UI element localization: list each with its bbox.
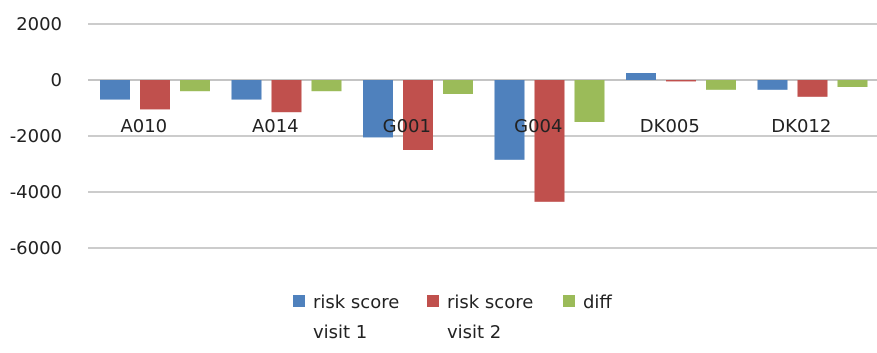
legend-label: diff — [583, 292, 612, 313]
y-tick-label: 0 — [51, 70, 62, 91]
bar-risk-score-visit-1-A010 — [100, 80, 130, 100]
legend-swatch — [427, 295, 439, 307]
legend-label: risk score — [447, 292, 533, 313]
legend: risk score visit 1 risk score visit 2 diff — [293, 292, 612, 343]
bar-risk-score-visit-2-DK012 — [797, 80, 828, 97]
bar-diff-G001 — [443, 80, 473, 94]
bar-diff-A014 — [311, 80, 342, 92]
y-axis-ticks: 2000 0 -2000 -4000 -6000 — [10, 14, 62, 259]
gridlines — [88, 23, 877, 249]
legend-label: visit 2 — [447, 322, 501, 343]
bar-risk-score-visit-2-G001 — [403, 80, 433, 150]
x-category-label: G004 — [514, 116, 562, 137]
y-tick-label: -6000 — [10, 238, 62, 259]
y-tick-label: 2000 — [16, 14, 62, 35]
legend-swatch — [293, 295, 305, 307]
bars — [100, 73, 868, 202]
bar-risk-score-visit-1-G004 — [494, 80, 525, 160]
bar-risk-score-visit-2-A014 — [271, 80, 302, 113]
legend-swatch — [563, 295, 575, 307]
bar-risk-score-visit-1-G001 — [363, 80, 393, 138]
x-category-label: A014 — [252, 116, 299, 137]
bar-diff-G004 — [574, 80, 605, 122]
bar-diff-DK012 — [837, 80, 868, 87]
y-tick-label: -2000 — [10, 126, 62, 147]
y-tick-label: -4000 — [10, 182, 62, 203]
x-category-label: A010 — [120, 116, 167, 137]
legend-label: visit 1 — [313, 322, 367, 343]
legend-label: risk score — [313, 292, 399, 313]
x-axis-categories: A010 A014 G001 G004 DK005 DK012 — [120, 116, 831, 137]
bar-risk-score-visit-1-DK012 — [757, 80, 788, 90]
bar-risk-score-visit-2-A010 — [140, 80, 170, 110]
x-category-label: DK012 — [771, 116, 831, 137]
x-category-label: DK005 — [640, 116, 700, 137]
bar-risk-score-visit-1-DK005 — [626, 73, 656, 80]
bar-diff-DK005 — [706, 80, 736, 90]
bar-risk-score-visit-2-DK005 — [666, 80, 696, 82]
x-category-label: G001 — [383, 116, 431, 137]
bar-risk-score-visit-2-G004 — [534, 80, 565, 202]
bar-diff-A010 — [180, 80, 210, 92]
bar-risk-score-visit-1-A014 — [231, 80, 262, 100]
